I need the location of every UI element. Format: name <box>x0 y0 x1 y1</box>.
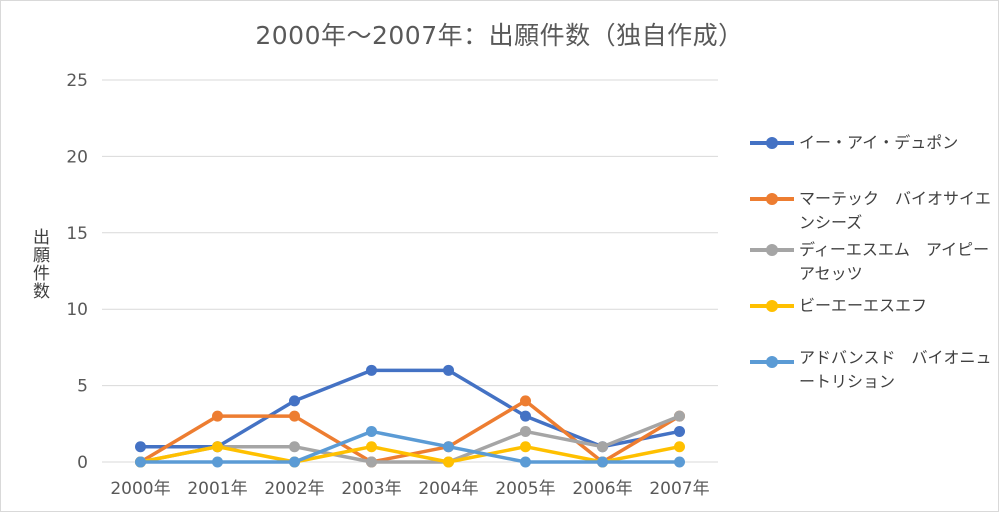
legend-label: ビーエーエスエフ <box>799 296 928 315</box>
y-tick-label: 25 <box>66 71 88 91</box>
data-point <box>674 441 685 453</box>
data-point <box>366 456 377 468</box>
y-tick-label: 0 <box>77 453 88 473</box>
legend-marker <box>766 300 778 312</box>
legend-label: マーテック バイオサイエンシーズ <box>799 189 991 232</box>
y-tick-label: 20 <box>66 147 88 167</box>
data-point <box>443 441 454 453</box>
data-point <box>366 441 377 453</box>
x-tick-label: 2001年 <box>187 479 247 499</box>
x-tick-label: 2005年 <box>495 479 555 499</box>
chart-title: 2000年～2007年：出願件数（独自作成） <box>255 21 744 50</box>
legend-marker <box>766 356 778 368</box>
data-point <box>520 441 531 453</box>
data-point <box>212 456 223 468</box>
series-line <box>138 368 682 449</box>
x-tick-label: 2006年 <box>572 479 632 499</box>
data-point <box>520 425 531 437</box>
data-point <box>520 410 531 422</box>
data-point <box>674 410 685 422</box>
data-point <box>289 410 300 422</box>
data-point <box>212 410 223 422</box>
data-point <box>135 456 146 468</box>
legend-label: ディーエスエム アイピー アセッツ <box>799 240 999 283</box>
legend-label: アドバンスド バイオニュートリション <box>799 348 992 391</box>
y-axis-label: 出願件数 <box>29 228 49 300</box>
data-point <box>135 441 146 453</box>
y-tick-label: 10 <box>66 300 88 320</box>
data-point <box>597 456 608 468</box>
data-point <box>289 456 300 468</box>
x-tick-label: 2004年 <box>418 479 478 499</box>
data-point <box>289 395 300 407</box>
series-line <box>138 429 682 464</box>
x-tick-label: 2000年 <box>110 479 170 499</box>
data-point <box>674 456 685 468</box>
data-point <box>597 441 608 453</box>
legend-swatch <box>750 244 794 256</box>
legend-swatch <box>750 300 794 312</box>
data-point <box>443 456 454 468</box>
data-point <box>366 364 377 376</box>
series-line <box>138 414 682 464</box>
data-point <box>520 395 531 407</box>
data-point <box>443 364 454 376</box>
data-point <box>289 441 300 453</box>
legend-swatch <box>750 356 794 368</box>
series-line <box>138 444 682 464</box>
legend-marker <box>766 244 778 256</box>
y-tick-label: 5 <box>77 377 88 397</box>
data-point <box>366 425 377 437</box>
legend-marker <box>766 137 778 149</box>
legend-marker <box>766 193 778 205</box>
data-point <box>212 441 223 453</box>
legend-swatch <box>750 137 794 149</box>
y-tick-label: 15 <box>66 224 88 244</box>
x-tick-label: 2002年 <box>264 479 324 499</box>
data-point <box>520 456 531 468</box>
x-tick-label: 2003年 <box>341 479 401 499</box>
x-tick-label: 2007年 <box>649 479 709 499</box>
legend-label: イー・アイ・デュポン <box>799 133 959 152</box>
data-point <box>674 425 685 437</box>
legend-swatch <box>750 193 794 205</box>
